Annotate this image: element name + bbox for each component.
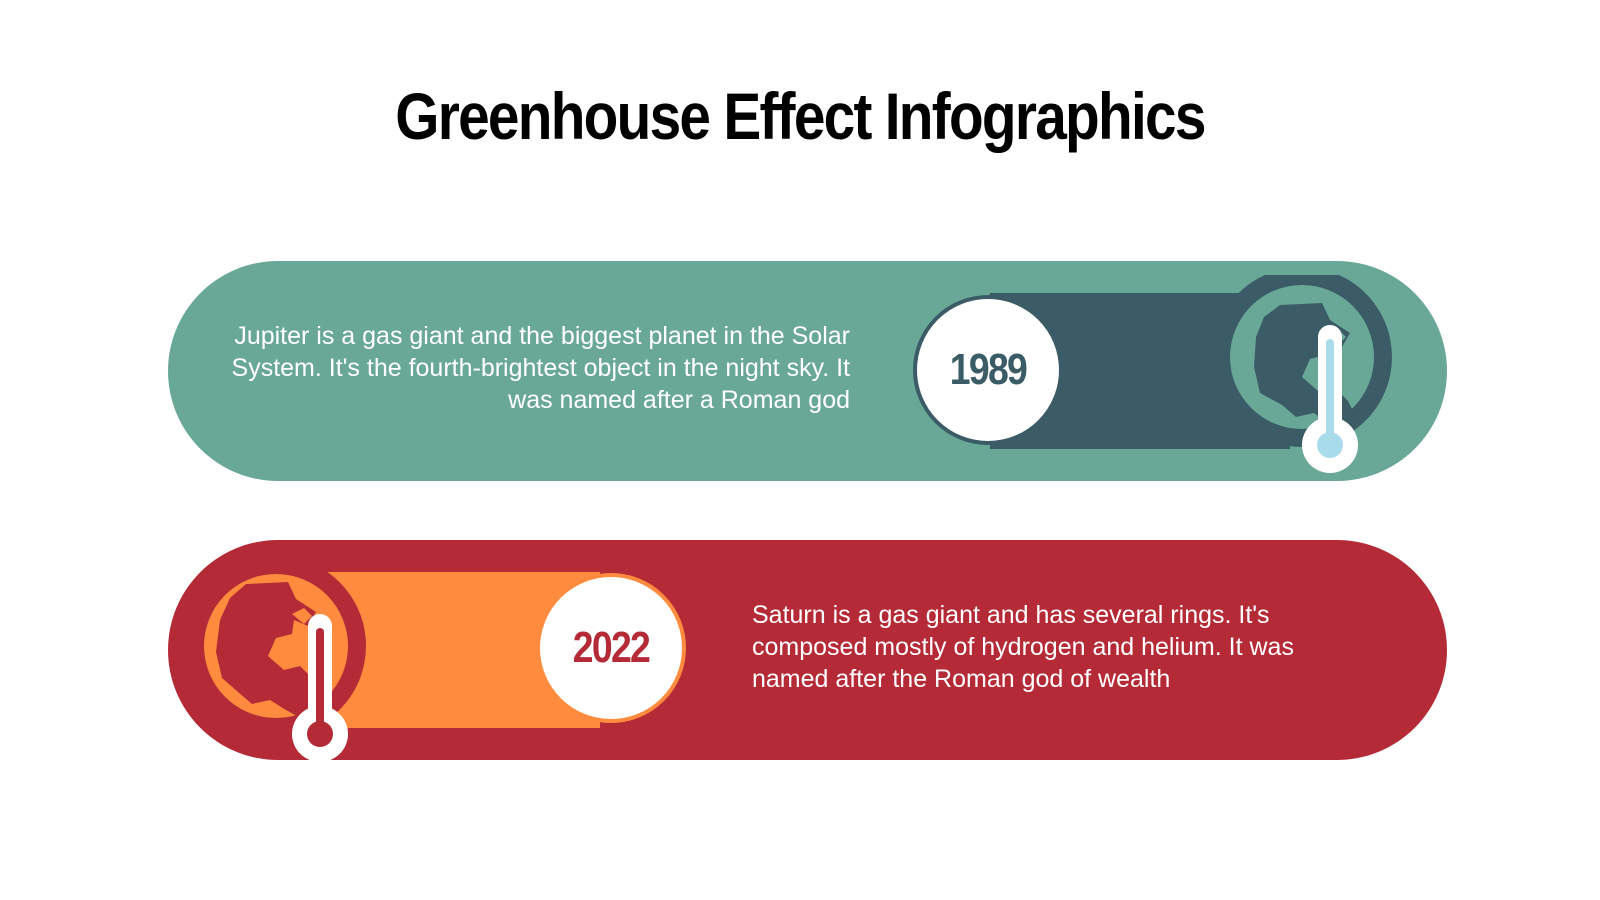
year-badge-2022: 2022	[536, 573, 686, 723]
page-title: Greenhouse Effect Infographics	[395, 79, 1206, 153]
description-1989: Jupiter is a gas giant and the biggest p…	[231, 322, 850, 414]
earth-thermometer-icon-group-2	[186, 554, 376, 769]
description-2022: Saturn is a gas giant and has several ri…	[752, 601, 1294, 693]
year-label-1989: 1989	[949, 345, 1028, 394]
thermometer-icon	[1302, 325, 1358, 473]
year-label-2022: 2022	[572, 623, 651, 672]
year-badge-1989: 1989	[913, 295, 1063, 445]
thermometer-icon	[292, 614, 348, 762]
earth-thermometer-icon-group-1	[1212, 267, 1420, 490]
